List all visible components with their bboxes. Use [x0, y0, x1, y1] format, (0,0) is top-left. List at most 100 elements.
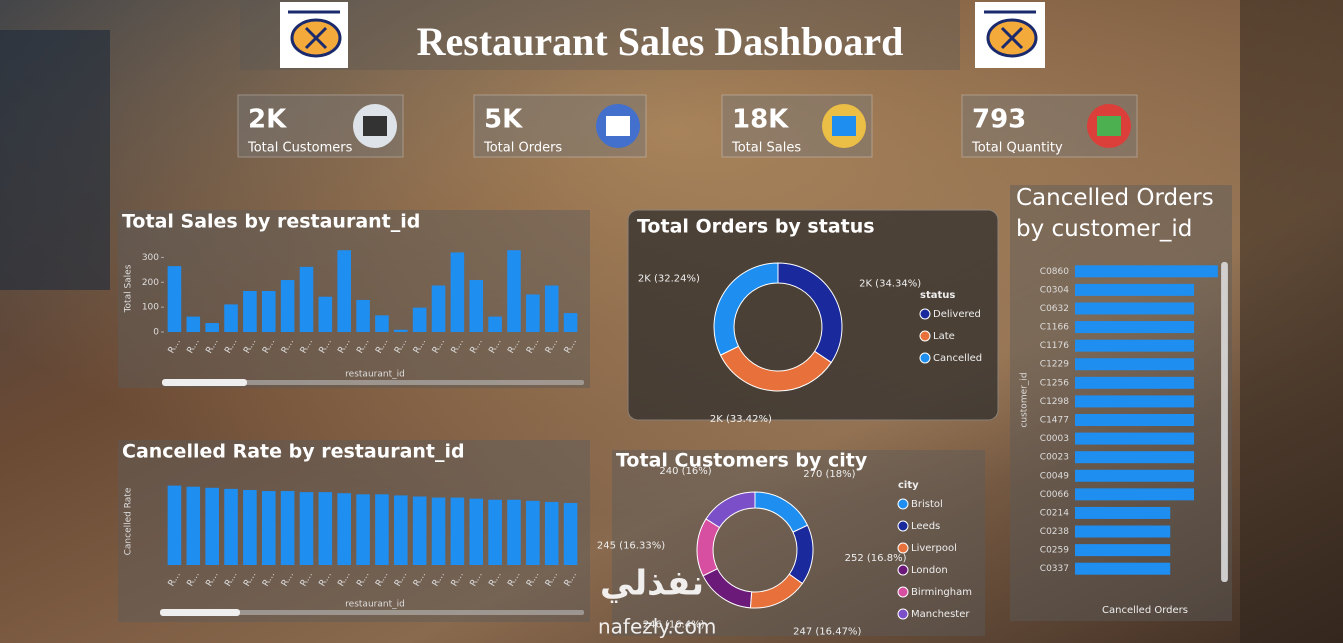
legend-marker: [897, 564, 909, 576]
chart-title: Total Sales by restaurant_id: [122, 211, 420, 233]
chart-title-box: Cancelled Orders by customer_id: [1016, 185, 1214, 242]
kpi-label: Total Orders: [483, 141, 562, 156]
data-label: 2K (33.42%): [710, 414, 772, 425]
bar: [488, 499, 502, 565]
y-tick-label: 300: [142, 253, 159, 263]
y-tick-label: C1298: [1040, 397, 1069, 407]
legend-label: Cancelled: [933, 353, 982, 364]
bar: [337, 250, 351, 332]
bar: [375, 494, 389, 565]
bar: [1075, 265, 1218, 278]
donut-slice: [713, 262, 779, 356]
bar: [431, 497, 446, 565]
kpi-icon: [822, 104, 866, 148]
bar: [243, 290, 257, 332]
bar: [1075, 321, 1195, 334]
icon-shape: [606, 116, 630, 136]
bar: [544, 285, 559, 332]
data-label: 247 (16.47%): [793, 627, 861, 638]
bar: [469, 280, 484, 332]
y-tick-label: C0337: [1040, 564, 1069, 574]
bar: [394, 495, 408, 565]
legend-title: city: [898, 480, 919, 491]
legend-label: London: [911, 565, 948, 576]
y-tick-label: C0304: [1040, 285, 1069, 295]
legend-label: Bristol: [911, 499, 943, 510]
y-tick-label: C1229: [1040, 360, 1069, 370]
chart-title: Cancelled Orders by customer_id: [1016, 185, 1214, 242]
bar: [563, 503, 578, 565]
legend-marker: [919, 352, 931, 364]
bar: [205, 323, 219, 332]
bar: [280, 280, 295, 332]
watermark-latin: nafezly.com: [598, 615, 716, 639]
bar: [1075, 358, 1195, 371]
y-axis-title: Cancelled Rate: [124, 487, 134, 555]
bar: [563, 313, 578, 332]
y-axis-title: Total Sales: [124, 264, 134, 313]
scrollbar-thumb[interactable]: [160, 609, 240, 616]
bar: [167, 485, 182, 565]
y-tick-label: C0049: [1040, 471, 1069, 481]
bar: [1075, 302, 1195, 315]
bar: [186, 316, 201, 332]
y-tick-label: 100: [142, 303, 159, 313]
x-axis-title: Cancelled Orders: [1102, 605, 1188, 616]
x-axis-title: restaurant_id: [345, 600, 405, 610]
bar: [205, 487, 219, 565]
kpi-value: 793: [972, 105, 1026, 135]
data-label: 246 (16.4%): [643, 620, 705, 631]
dashboard-title: Restaurant Sales Dashboard: [417, 19, 904, 64]
bar: [224, 488, 238, 565]
legend-label: Manchester: [911, 609, 970, 620]
y-tick-label: C1477: [1040, 416, 1069, 426]
bar: [507, 499, 521, 565]
y-tick-label: 200: [142, 278, 159, 288]
bar: [544, 501, 559, 565]
bar: [1075, 283, 1195, 296]
scrollbar-thumb[interactable]: [162, 379, 247, 386]
bar: [337, 493, 351, 565]
shelf: [1240, 0, 1343, 643]
y-tick-label: C0860: [1040, 267, 1069, 277]
bar: [299, 492, 314, 565]
bar: [318, 296, 333, 332]
header-band: [240, 0, 960, 70]
watermark-arabic: نفذلي: [600, 564, 704, 604]
legend-label: Birmingham: [911, 587, 972, 598]
bar: [412, 496, 427, 565]
scrollbar: [162, 380, 584, 385]
bar: [1075, 339, 1195, 352]
bar: [1075, 376, 1195, 389]
icon-shape: [363, 116, 387, 136]
bar: [526, 294, 540, 332]
chart-title: Cancelled Rate by restaurant_id: [122, 441, 465, 463]
legend-label: Delivered: [933, 309, 981, 320]
donut-slice: [705, 491, 756, 529]
chart-title: Total Customers by city: [616, 450, 868, 472]
scrollbar-thumb[interactable]: [1221, 262, 1228, 582]
bar: [299, 266, 314, 332]
kpi-icon: [1087, 104, 1131, 148]
bar: [186, 486, 201, 565]
data-label: 270 (18%): [803, 469, 855, 480]
bar: [224, 304, 238, 332]
data-label: 252 (16.8%): [845, 553, 907, 564]
y-tick-label: C0066: [1040, 490, 1069, 500]
bar: [450, 252, 465, 332]
data-label: 245 (16.33%): [597, 540, 665, 551]
scrollbar: [160, 610, 584, 615]
bar: [261, 491, 276, 565]
y-tick-label: C1166: [1040, 323, 1069, 333]
y-tick-label: C0259: [1040, 546, 1069, 556]
bar: [1075, 414, 1195, 426]
bar: [356, 299, 370, 332]
data-label: 2K (32.24%): [638, 273, 700, 284]
icon-shape: [832, 116, 856, 136]
legend-marker: [897, 520, 909, 532]
bar: [1075, 488, 1195, 501]
legend-label: Liverpool: [911, 543, 957, 554]
legend-marker: [897, 542, 909, 554]
y-tick-label: C0003: [1040, 434, 1069, 444]
bar: [243, 489, 257, 565]
